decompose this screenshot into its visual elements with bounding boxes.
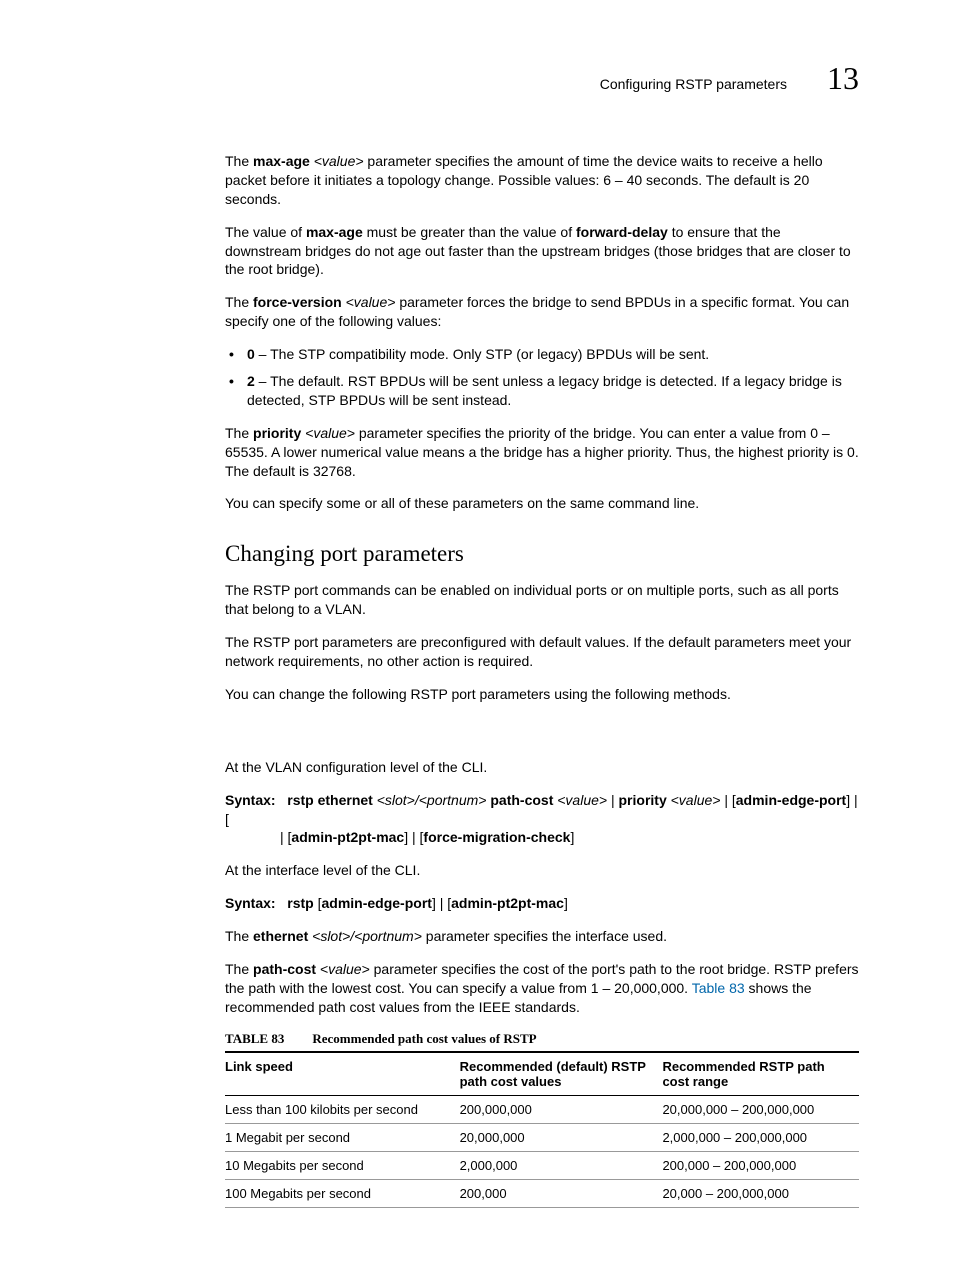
text: The — [225, 928, 253, 944]
sep: | [ — [280, 829, 291, 845]
cmd: admin-pt2pt-mac — [451, 895, 564, 911]
syntax-label: Syntax: — [225, 792, 276, 808]
table-row: 10 Megabits per second 2,000,000 200,000… — [225, 1151, 859, 1179]
chapter-number: 13 — [827, 60, 859, 97]
table-body: Less than 100 kilobits per second 200,00… — [225, 1095, 859, 1207]
section-heading: Changing port parameters — [225, 541, 859, 567]
list-item: 0 – The STP compatibility mode. Only STP… — [247, 345, 859, 364]
term-path-cost: path-cost — [253, 961, 316, 977]
col-default-cost: Recommended (default) RSTP path cost val… — [460, 1052, 663, 1096]
term-forward-delay: forward-delay — [576, 224, 668, 240]
cell: 100 Megabits per second — [225, 1179, 460, 1207]
syntax-label: Syntax: — [225, 895, 276, 911]
page-container: Configuring RSTP parameters 13 The max-a… — [0, 0, 954, 1288]
cmd: priority — [619, 792, 667, 808]
col-link-speed: Link speed — [225, 1052, 460, 1096]
header-title: Configuring RSTP parameters — [600, 76, 787, 92]
cell: 200,000,000 — [460, 1095, 663, 1123]
page-header: Configuring RSTP parameters 13 — [225, 60, 859, 97]
syntax-block-2: Syntax: rstp [admin-edge-port] | [admin-… — [225, 894, 859, 913]
cell: 2,000,000 – 200,000,000 — [662, 1123, 859, 1151]
table-83-link[interactable]: Table 83 — [692, 980, 745, 996]
text: The value of — [225, 224, 306, 240]
arg: <slot>/<portnum> — [373, 792, 491, 808]
paragraph-change-methods: You can change the following RSTP port p… — [225, 685, 859, 704]
sep: | [ — [724, 792, 735, 808]
paragraph-max-age-note: The value of max-age must be greater tha… — [225, 223, 859, 280]
cell: 200,000 — [460, 1179, 663, 1207]
sep: | — [611, 792, 619, 808]
arg: <value> — [667, 792, 725, 808]
value-placeholder: <value> — [320, 961, 370, 977]
paragraph-max-age: The max-age <value> parameter specifies … — [225, 152, 859, 209]
syntax-line2: | [admin-pt2pt-mac] | [force-migration-c… — [225, 829, 574, 845]
term-ethernet: ethernet — [253, 928, 308, 944]
cmd: admin-pt2pt-mac — [291, 829, 404, 845]
text: parameter specifies the interface used. — [422, 928, 667, 944]
text: – The default. RST BPDUs will be sent un… — [247, 373, 842, 408]
arg: <value> — [553, 792, 611, 808]
text: The — [225, 294, 253, 310]
table-row: 100 Megabits per second 200,000 20,000 –… — [225, 1179, 859, 1207]
paragraph-interface-level: At the interface level of the CLI. — [225, 861, 859, 880]
text: must be greater than the value of — [363, 224, 576, 240]
sep: ] | [ — [432, 895, 451, 911]
term-max-age: max-age — [306, 224, 363, 240]
value-placeholder: <value> — [305, 425, 355, 441]
value-placeholder: <value> — [346, 294, 396, 310]
paragraph-vlan-level: At the VLAN configuration level of the C… — [225, 758, 859, 777]
arg: <slot>/<portnum> — [312, 928, 422, 944]
cmd: force-migration-check — [423, 829, 570, 845]
sep: ] — [570, 829, 574, 845]
term-force-version: force-version — [253, 294, 342, 310]
table-caption: TABLE 83 Recommended path cost values of … — [225, 1031, 859, 1047]
force-version-values-list: 0 – The STP compatibility mode. Only STP… — [225, 345, 859, 410]
term-priority: priority — [253, 425, 301, 441]
value-2: 2 — [247, 373, 255, 389]
text: – The STP compatibility mode. Only STP (… — [255, 346, 709, 362]
cmd: rstp — [287, 895, 313, 911]
cell: 10 Megabits per second — [225, 1151, 460, 1179]
paragraph-port-commands: The RSTP port commands can be enabled on… — [225, 581, 859, 619]
value-placeholder: <value> — [314, 153, 364, 169]
text: The — [225, 153, 253, 169]
cmd: admin-edge-port — [321, 895, 431, 911]
paragraph-defaults: The RSTP port parameters are preconfigur… — [225, 633, 859, 671]
path-cost-table: Link speed Recommended (default) RSTP pa… — [225, 1051, 859, 1208]
table-row: Less than 100 kilobits per second 200,00… — [225, 1095, 859, 1123]
term-max-age: max-age — [253, 153, 310, 169]
cmd: path-cost — [490, 792, 553, 808]
cmd: rstp ethernet — [287, 792, 373, 808]
list-item: 2 – The default. RST BPDUs will be sent … — [247, 372, 859, 410]
paragraph-force-version: The force-version <value> parameter forc… — [225, 293, 859, 331]
cell: 1 Megabit per second — [225, 1123, 460, 1151]
paragraph-same-line: You can specify some or all of these par… — [225, 494, 859, 513]
cell: 20,000,000 — [460, 1123, 663, 1151]
paragraph-ethernet: The ethernet <slot>/<portnum> parameter … — [225, 927, 859, 946]
sep: ] — [564, 895, 568, 911]
syntax-block-1: Syntax: rstp ethernet <slot>/<portnum> p… — [225, 791, 859, 848]
table-row: 1 Megabit per second 20,000,000 2,000,00… — [225, 1123, 859, 1151]
sep: ] | [ — [404, 829, 423, 845]
paragraph-priority: The priority <value> parameter specifies… — [225, 424, 859, 481]
cell: 20,000 – 200,000,000 — [662, 1179, 859, 1207]
cell: 2,000,000 — [460, 1151, 663, 1179]
table-label: TABLE 83 — [225, 1031, 284, 1046]
col-cost-range: Recommended RSTP path cost range — [662, 1052, 859, 1096]
cmd: admin-edge-port — [736, 792, 846, 808]
text: The — [225, 425, 253, 441]
paragraph-path-cost: The path-cost <value> parameter specifie… — [225, 960, 859, 1017]
spacer — [225, 718, 859, 758]
table-header-row: Link speed Recommended (default) RSTP pa… — [225, 1052, 859, 1096]
cell: 200,000 – 200,000,000 — [662, 1151, 859, 1179]
value-0: 0 — [247, 346, 255, 362]
cell: Less than 100 kilobits per second — [225, 1095, 460, 1123]
cell: 20,000,000 – 200,000,000 — [662, 1095, 859, 1123]
text: The — [225, 961, 253, 977]
table-title: Recommended path cost values of RSTP — [312, 1031, 536, 1046]
